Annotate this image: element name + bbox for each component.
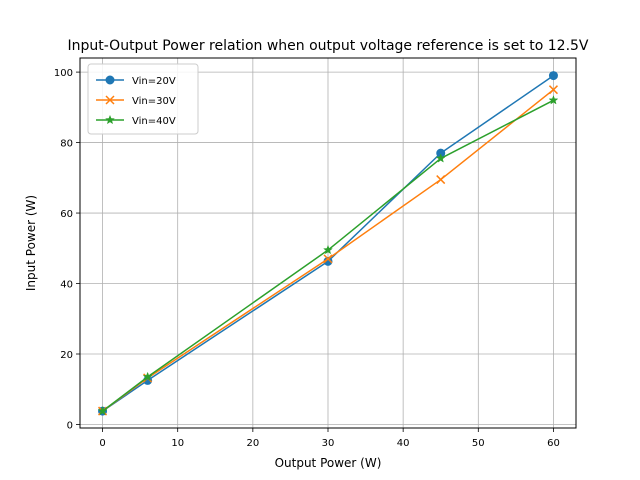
series-2 — [97, 95, 559, 416]
data-point-star — [435, 153, 446, 163]
legend-entry: Vin=20V — [96, 75, 176, 87]
axes: 0 10 20 30 40 50 60 0 20 40 60 80 100 — [54, 68, 560, 449]
data-point-star — [105, 114, 115, 125]
x-tick-label: 60 — [547, 438, 560, 449]
x-tick-label: 30 — [322, 438, 335, 449]
grid — [80, 58, 576, 428]
legend-label: Vin=40V — [132, 116, 176, 127]
data-point-x-stroke — [105, 95, 115, 105]
data-point-star — [142, 371, 153, 382]
chart-title: Input-Output Power relation when output … — [67, 38, 588, 54]
y-tick-label: 80 — [60, 139, 73, 150]
data-point-x — [548, 85, 558, 95]
legend: Vin=20V Vin=30V Vin=40V — [87, 63, 199, 135]
data-point-star — [97, 405, 108, 416]
y-axis-label: Input Power (W) — [24, 195, 38, 291]
data-point-circle — [548, 71, 558, 81]
y-tick-label: 60 — [60, 209, 73, 220]
data-point-x-stroke — [548, 85, 558, 95]
y-tick-label: 40 — [60, 280, 73, 291]
x-tick-label: 0 — [99, 438, 105, 449]
data-point-x — [323, 254, 333, 264]
data-point-star — [548, 95, 559, 105]
data-point-circle — [105, 75, 115, 85]
y-tick-label: 100 — [54, 68, 73, 79]
legend-label: Vin=30V — [132, 96, 176, 107]
x-axis-label: Output Power (W) — [275, 456, 382, 470]
data-point-x — [436, 175, 446, 185]
data-point-x — [105, 95, 115, 105]
legend-entry: Vin=30V — [96, 95, 176, 107]
x-tick-label: 20 — [246, 438, 259, 449]
data-point-x-stroke — [436, 175, 446, 185]
x-tick-label: 50 — [472, 438, 485, 449]
x-tick-label: 10 — [171, 438, 184, 449]
y-tick-label: 20 — [60, 350, 73, 361]
legend-entry: Vin=40V — [96, 114, 176, 127]
y-tick-label: 0 — [67, 420, 73, 431]
data-point-star — [323, 244, 333, 255]
legend-label: Vin=20V — [132, 76, 176, 87]
legend-box — [87, 63, 199, 135]
data-point-x-stroke — [323, 254, 333, 264]
series-layer — [97, 71, 559, 416]
x-tick-label: 40 — [397, 438, 410, 449]
